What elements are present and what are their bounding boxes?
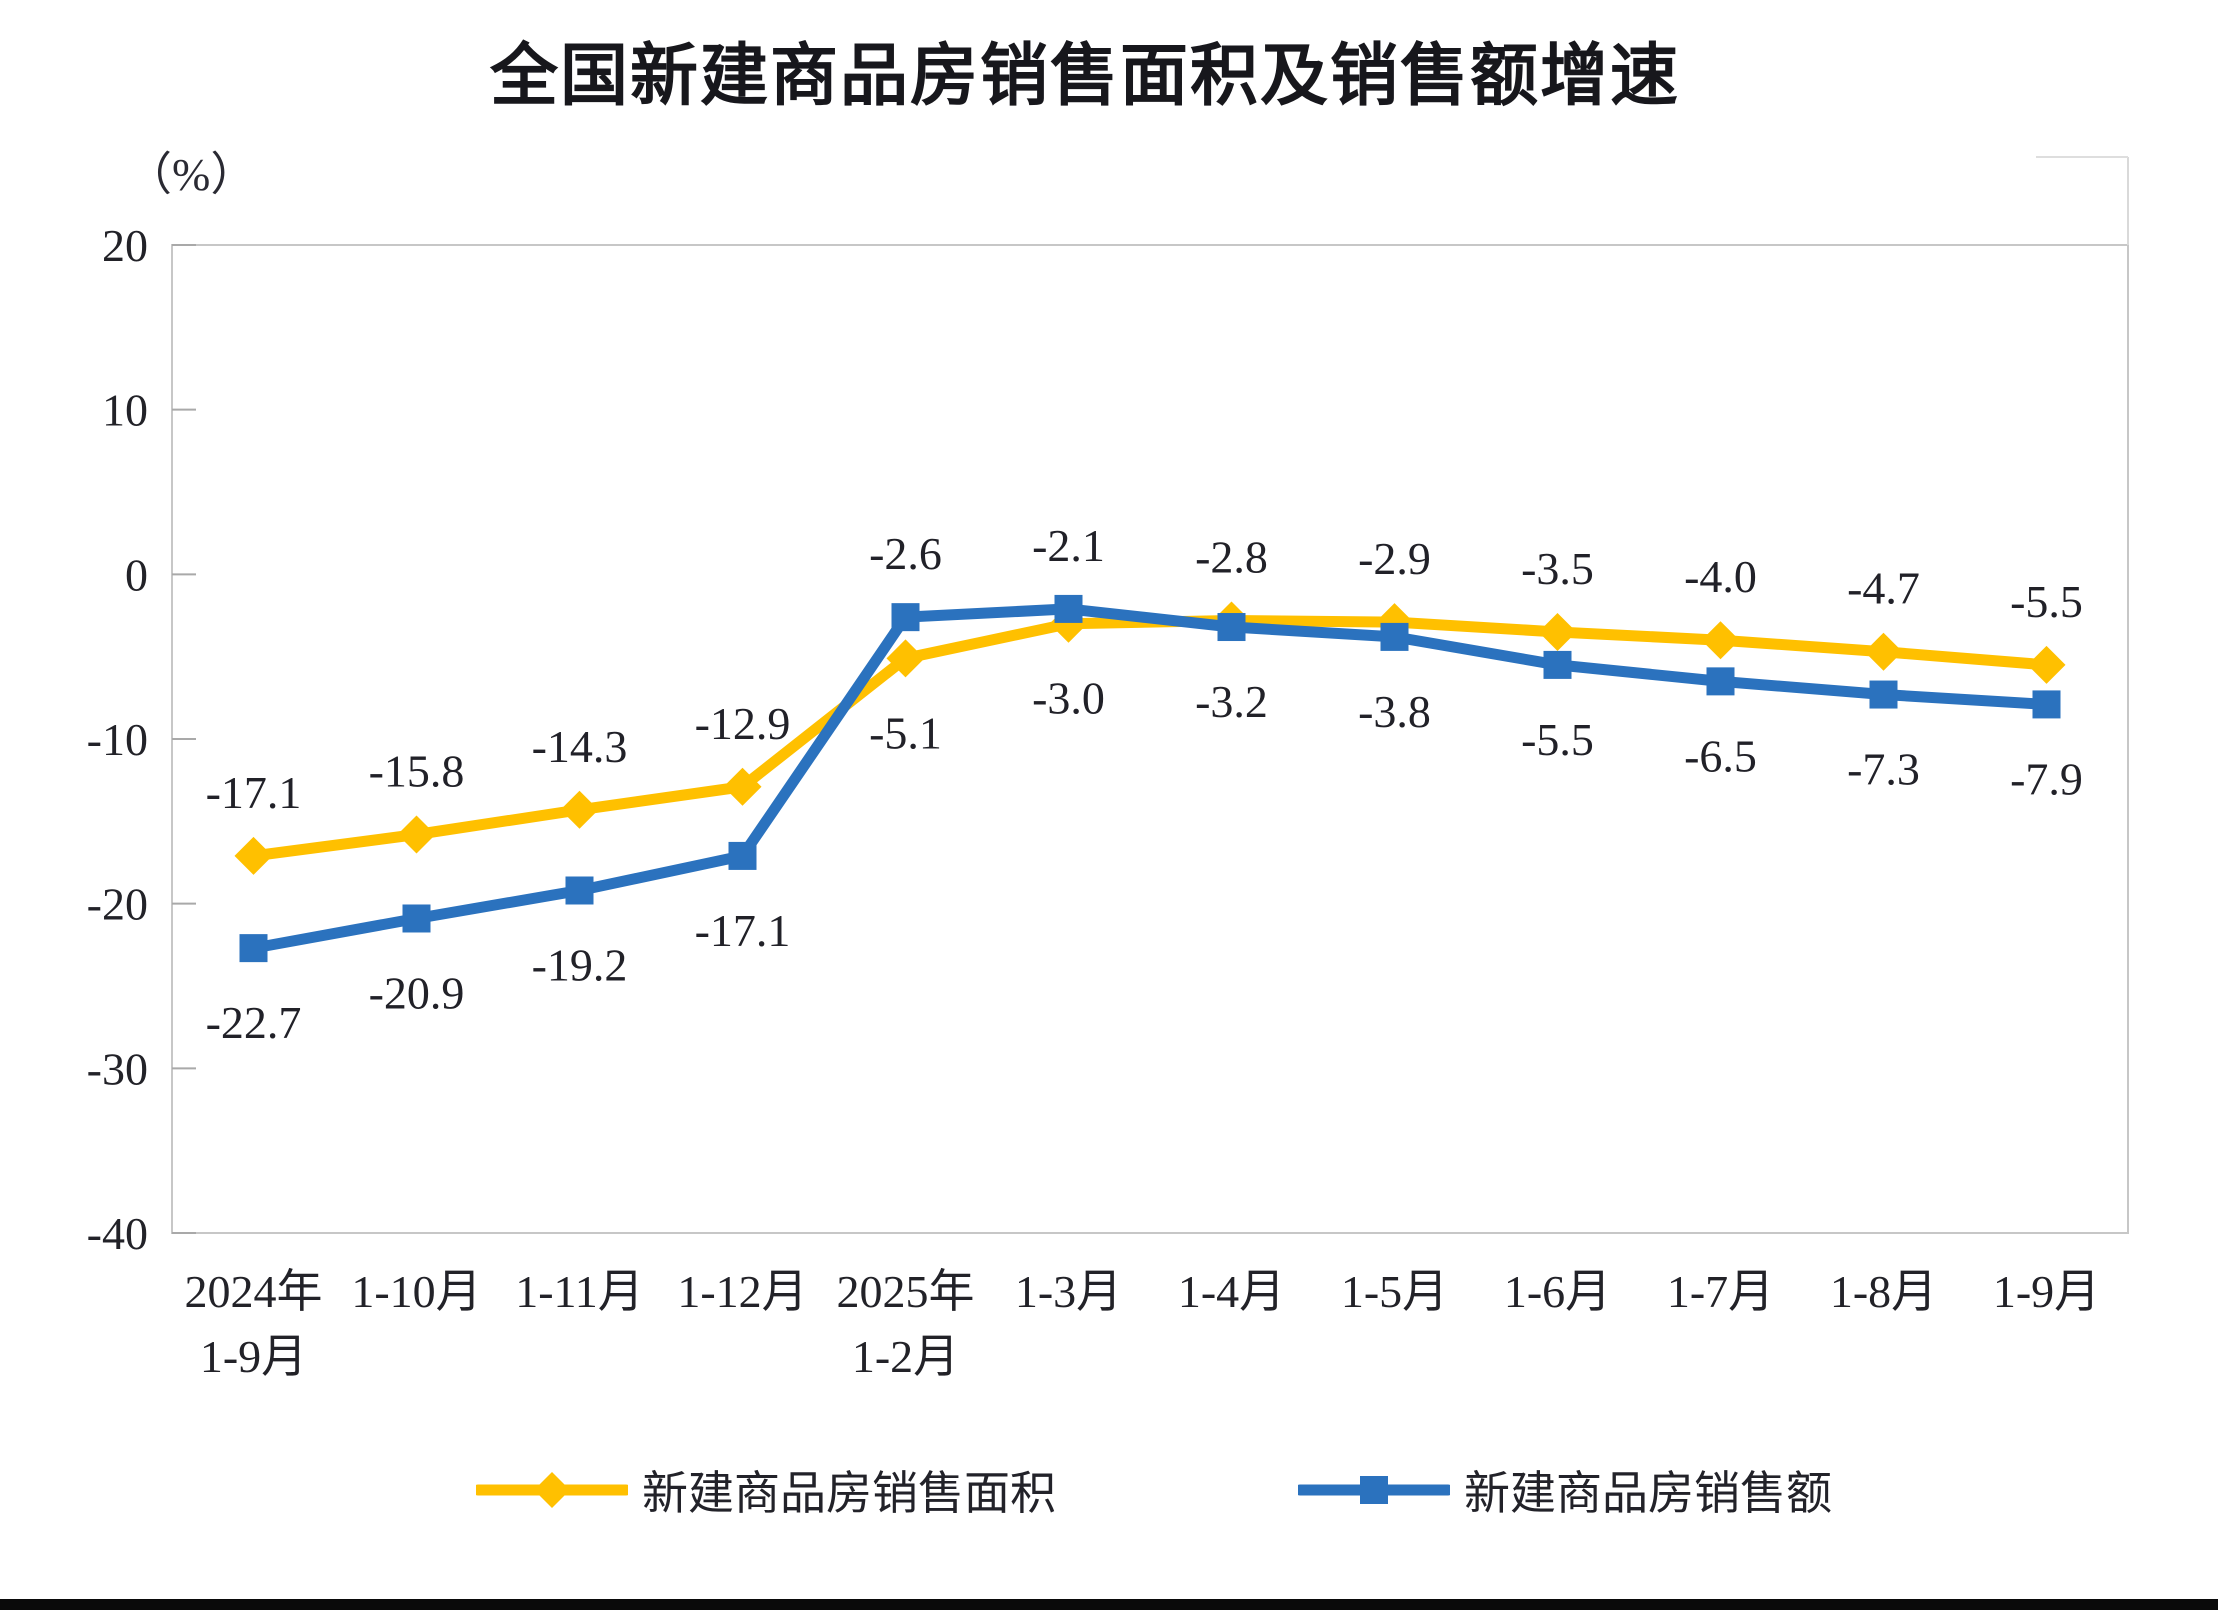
data-label: -17.1 [695,905,791,956]
data-point-marker [239,934,268,963]
data-point-marker [891,603,920,632]
data-label: -3.2 [1195,676,1268,727]
x-tick-label: 1-9月 [200,1331,307,1382]
data-label: -12.9 [695,698,791,749]
data-point-marker [2032,690,2061,719]
data-label: -4.0 [1684,551,1757,602]
x-tick-label: 1-4月 [1178,1266,1285,1317]
x-tick-label: 1-2月 [852,1331,959,1382]
data-label: -2.1 [1032,520,1105,571]
data-label: -2.6 [869,528,942,579]
x-tick-label: 1-6月 [1504,1266,1611,1317]
legend-label-sales-value: 新建商品房销售额 [1464,1468,1832,1519]
legend-item-sales-area: 新建商品房销售面积 [476,1458,1056,1522]
data-point-marker [1701,621,1740,660]
data-label: -5.5 [2010,576,2083,627]
x-tick-label: 1-7月 [1667,1266,1774,1317]
data-point-marker [1543,650,1572,679]
data-label: -15.8 [369,746,465,797]
data-label: -20.9 [369,967,465,1018]
data-point-marker [1864,632,1903,671]
data-label: -14.3 [532,721,628,772]
data-label: -19.2 [532,939,628,990]
data-point-marker [1380,622,1409,651]
data-point-marker [565,876,594,905]
x-tick-label: 1-3月 [1015,1266,1122,1317]
series-line-1 [239,594,2061,963]
y-tick-label: -40 [87,1208,148,1259]
legend-marker-sales-value [1298,1476,1450,1504]
chart-title: 全国新建商品房销售面积及销售额增速 [489,38,1680,114]
x-tick-label: 1-12月 [677,1266,807,1317]
x-tick-label: 2024年 [185,1266,323,1317]
data-label: -2.8 [1195,531,1268,582]
data-label: -3.0 [1032,673,1105,724]
data-point-marker [2027,645,2066,684]
data-label: -5.5 [1521,714,1594,765]
data-point-marker [1538,612,1577,651]
y-tick-label: 10 [102,385,148,436]
data-point-marker [1217,613,1246,642]
data-point-marker [723,767,762,806]
x-tick-label: 1-9月 [1993,1266,2100,1317]
data-point-marker [560,790,599,829]
series-data-labels-0: -17.1 -15.8 -14.3 -12.9 -5.1 -3.0 -2.8 -2.9 -3.5… [206,531,2083,817]
data-label: -5.1 [869,707,942,758]
y-tick-label: -20 [87,879,148,930]
chart-legend: 新建商品房销售面积 新建商品房销售额 [0,1458,2218,1522]
data-label: -7.3 [1847,744,1920,795]
x-tick-label: 2025年 [837,1266,975,1317]
series-line-0 [234,601,2066,875]
data-label: -4.7 [1847,563,1920,614]
data-point-marker [1706,667,1735,696]
data-point-marker [397,815,436,854]
legend-label-sales-area: 新建商品房销售面积 [642,1468,1056,1519]
series-polyline [248,614,2052,862]
y-tick-label: 20 [102,220,148,271]
data-label: -7.9 [2010,753,2083,804]
series-polyline [248,603,2052,954]
y-tick-label: 0 [125,549,148,600]
series-data-labels-1: -22.7 -20.9 -19.2 -17.1 -2.6 -2.1 -3.2 -3.8 -5.5… [206,520,2083,1048]
data-label: -3.5 [1521,543,1594,594]
legend-marker-shape [534,1472,570,1508]
data-label: -22.7 [206,997,302,1048]
x-tick-label: 1-5月 [1341,1266,1448,1317]
legend-marker-shape [1360,1476,1388,1504]
data-label: -3.8 [1358,686,1431,737]
data-label: -2.9 [1358,533,1431,584]
data-point-marker [402,904,431,933]
legend-item-sales-value: 新建商品房销售额 [1298,1458,1832,1522]
data-label: -6.5 [1684,730,1757,781]
x-tick-label: 1-11月 [515,1266,644,1317]
data-point-marker [886,639,925,678]
data-point-marker [1869,680,1898,709]
bottom-black-bar [0,1599,2218,1610]
data-point-marker [728,841,757,870]
y-tick-label: -30 [87,1043,148,1094]
y-axis-unit-label: （%） [126,149,257,200]
x-tick-label: 1-8月 [1830,1266,1937,1317]
data-label: -17.1 [206,767,302,818]
x-tick-label: 1-10月 [351,1266,481,1317]
y-tick-label: -10 [87,714,148,765]
data-point-marker [234,836,273,875]
y-axis: 20 10 0 -10 -20 -30 -40 [87,220,196,1259]
legend-marker-sales-area [476,1472,628,1508]
x-axis-labels: 2024年 1-9月 1-10月 1-11月 1-12月 2025年 1-2月 1-3月 1-4… [185,1266,2101,1382]
data-point-marker [1054,594,1083,623]
